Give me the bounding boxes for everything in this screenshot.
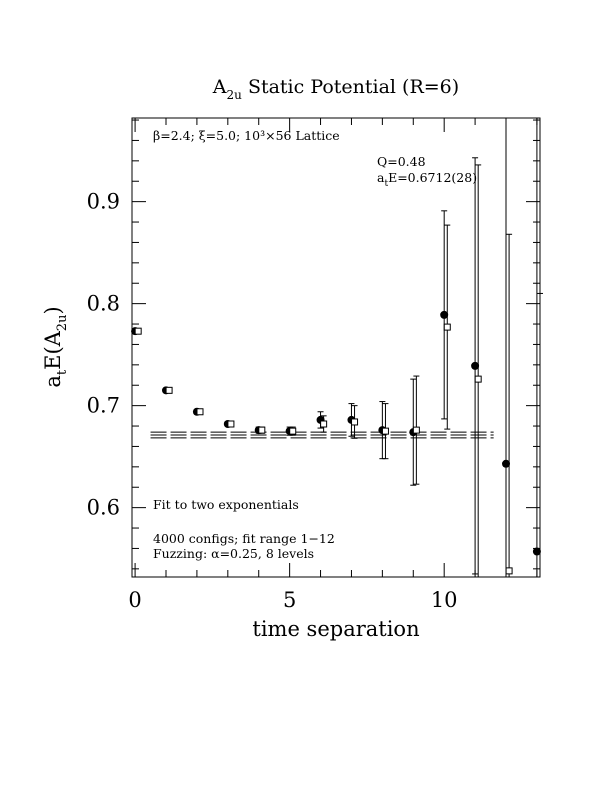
data-point xyxy=(351,418,359,426)
x-tick-label: 0 xyxy=(128,588,141,612)
x-tick-label: 10 xyxy=(431,588,458,612)
fit-method-label: Fit to two exponentials xyxy=(153,497,299,512)
data-series xyxy=(131,118,543,577)
x-tick-label: 5 xyxy=(283,588,296,612)
data-point xyxy=(474,375,482,383)
fuzzing-note: Fuzzing: α=0.25, 8 levels xyxy=(153,546,314,561)
data-point xyxy=(502,459,510,468)
fit-energy-label: atE=0.6712(28) xyxy=(377,170,477,189)
x-tick-labels: 0 5 10 xyxy=(128,588,457,612)
data-point xyxy=(532,547,541,556)
x-axis-label: time separation xyxy=(252,617,419,641)
y-tick-label: 0.8 xyxy=(87,292,120,316)
lattice-label: β=2.4; ξ=5.0; 10³×56 Lattice xyxy=(153,128,340,143)
data-point xyxy=(412,426,420,434)
data-point xyxy=(289,427,297,435)
y-axis-label: atE(A2u) xyxy=(41,306,70,387)
data-point xyxy=(443,323,451,331)
y-tick-labels: 0.6 0.7 0.8 0.9 xyxy=(87,190,120,520)
data-point xyxy=(134,327,142,335)
data-point xyxy=(471,361,480,370)
y-tick-label: 0.6 xyxy=(87,496,120,520)
data-point xyxy=(440,310,449,319)
data-point xyxy=(505,567,513,575)
data-point xyxy=(258,426,266,434)
y-tick-label: 0.9 xyxy=(87,190,120,214)
data-point xyxy=(165,386,173,394)
fit-band xyxy=(150,431,494,439)
configs-note: 4000 configs; fit range 1−12 xyxy=(153,531,335,546)
data-point xyxy=(381,427,389,435)
chart-title: A2u Static Potential (R=6) xyxy=(212,76,459,102)
data-point xyxy=(227,420,235,428)
fit-q-label: Q=0.48 xyxy=(377,154,426,169)
data-point xyxy=(196,408,204,416)
series-open-squares xyxy=(134,164,543,577)
y-tick-label: 0.7 xyxy=(87,394,120,418)
data-point xyxy=(320,420,328,428)
